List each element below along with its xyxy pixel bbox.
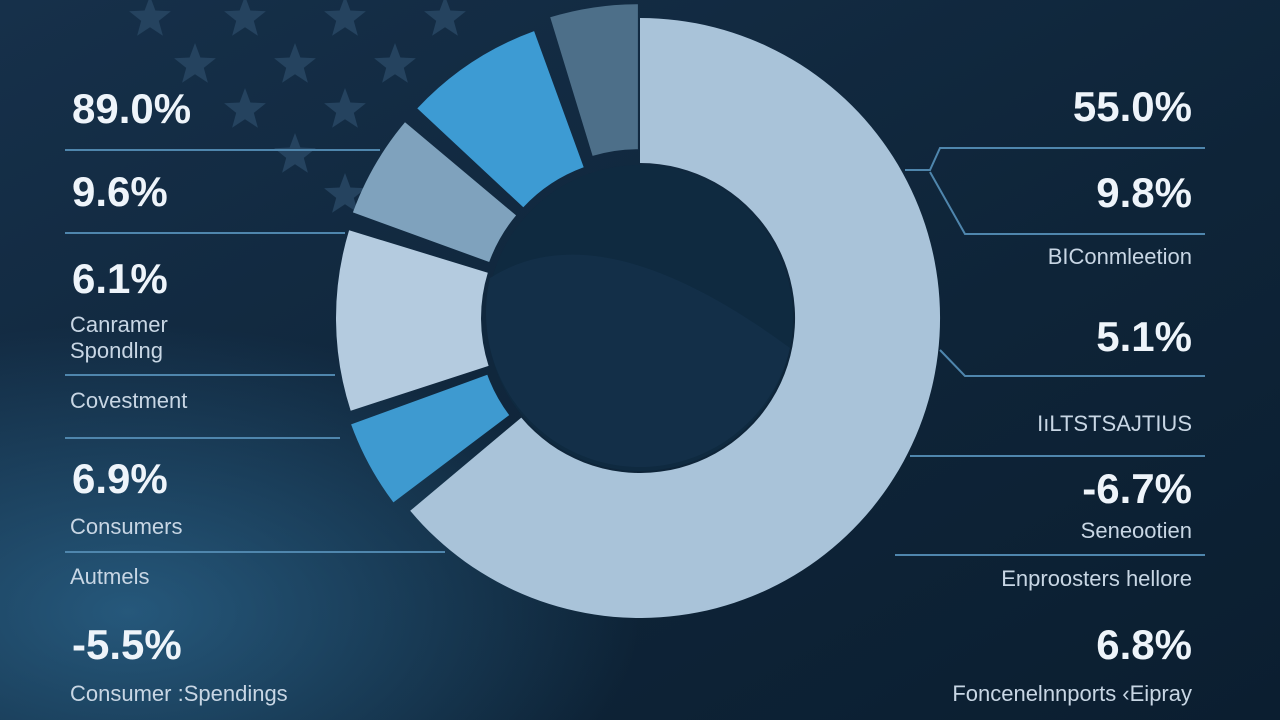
percent: 6.1% bbox=[72, 255, 168, 302]
star bbox=[174, 43, 216, 83]
rule bbox=[939, 349, 1205, 377]
donut-slice bbox=[336, 230, 489, 411]
label: Covestment bbox=[70, 388, 187, 413]
rules bbox=[65, 147, 1205, 556]
star bbox=[224, 88, 266, 128]
donut bbox=[336, 4, 941, 618]
percent: 6.8% bbox=[1096, 621, 1192, 668]
stars bbox=[129, 0, 466, 213]
label: Seneootien bbox=[1081, 518, 1192, 543]
star bbox=[224, 0, 266, 36]
percent: 6.9% bbox=[72, 455, 168, 502]
label: Consumers bbox=[70, 514, 182, 539]
star bbox=[274, 133, 316, 173]
percent: -6.7% bbox=[1082, 465, 1192, 512]
donut-slice bbox=[417, 31, 584, 208]
donut-slice bbox=[352, 122, 517, 262]
star bbox=[274, 43, 316, 83]
rule bbox=[929, 171, 1205, 235]
percent: -5.5% bbox=[72, 621, 182, 668]
label: IıLTSTSAJTIUS bbox=[1037, 411, 1192, 436]
donut-slice bbox=[410, 17, 941, 618]
percent: 55.0% bbox=[1073, 83, 1192, 130]
donut-hole-shade bbox=[485, 254, 790, 468]
label: Spondlng bbox=[70, 338, 163, 363]
percent: 9.6% bbox=[72, 168, 168, 215]
star bbox=[129, 0, 171, 36]
star bbox=[324, 173, 366, 213]
percent: 5.1% bbox=[1096, 313, 1192, 360]
label: Consumer :Spendings bbox=[70, 681, 288, 706]
percent: 89.0% bbox=[72, 85, 191, 132]
label: Autmels bbox=[70, 564, 149, 589]
star bbox=[424, 0, 466, 36]
label: Enproosters hellore bbox=[1001, 566, 1192, 591]
percent: 9.8% bbox=[1096, 169, 1192, 216]
star bbox=[324, 0, 366, 36]
donut-slice bbox=[351, 374, 510, 503]
label: Foncenelnnports ‹Eipray bbox=[952, 681, 1192, 706]
label: Canramer bbox=[70, 312, 168, 337]
star bbox=[374, 43, 416, 83]
star bbox=[324, 88, 366, 128]
rule bbox=[905, 147, 1205, 171]
label: BIConmleetion bbox=[1048, 244, 1192, 269]
donut-slice bbox=[550, 4, 638, 156]
